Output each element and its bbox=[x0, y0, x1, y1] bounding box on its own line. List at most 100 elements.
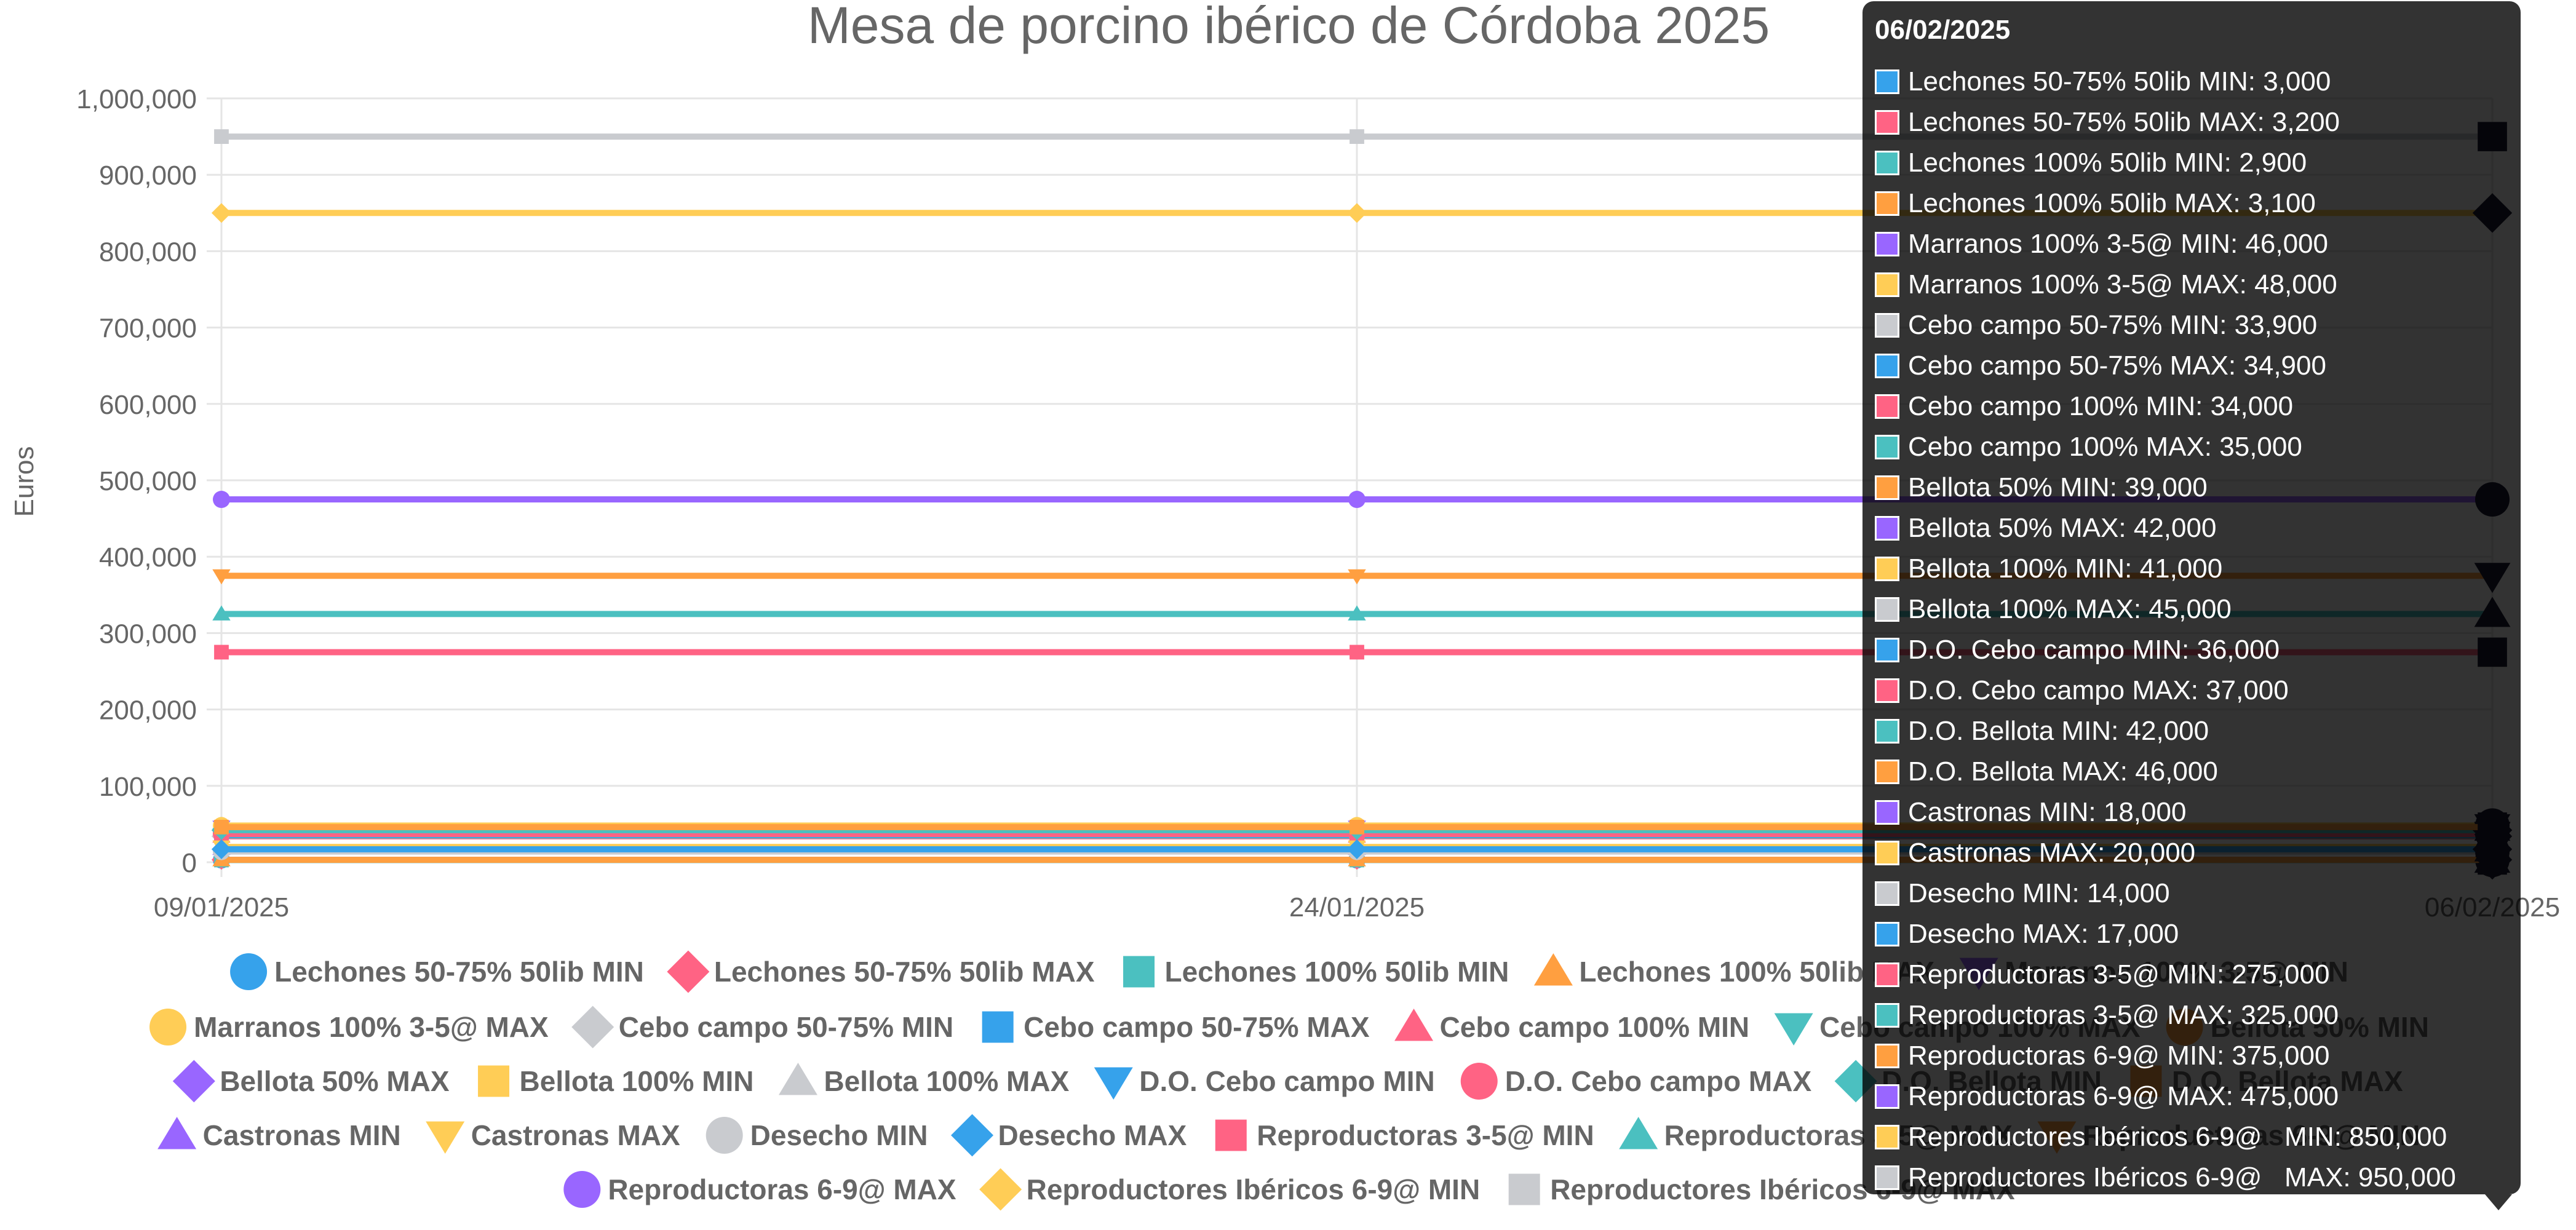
legend-marker bbox=[1460, 1063, 1498, 1100]
legend-marker bbox=[982, 1011, 1014, 1043]
tooltip-row: D.O. Cebo campo MAX: 37,000 bbox=[1875, 670, 2289, 711]
legend-item: Bellota 100% MAX bbox=[778, 1063, 1070, 1097]
tooltip-row-text: Cebo campo 50-75% MIN: 33,900 bbox=[1908, 310, 2318, 340]
legend-marker bbox=[1619, 1117, 1658, 1149]
legend-label: Desecho MAX bbox=[998, 1119, 1187, 1151]
tooltip-row-text: Castronas MIN: 18,000 bbox=[1908, 797, 2187, 827]
legend-marker bbox=[172, 1060, 215, 1103]
tooltip-row-text: Desecho MIN: 14,000 bbox=[1908, 878, 2170, 908]
legend-label: Cebo campo 50-75% MIN bbox=[619, 1011, 953, 1043]
legend-item: Desecho MAX bbox=[951, 1114, 1187, 1157]
data-point bbox=[1346, 839, 1367, 859]
tooltip-swatch bbox=[1875, 800, 1899, 825]
tooltip-swatch bbox=[1875, 557, 1899, 581]
tooltip-row-text: Marranos 100% 3-5@ MIN: 46,000 bbox=[1908, 229, 2328, 259]
legend-label: Desecho MIN bbox=[750, 1119, 928, 1151]
tooltip-row-text: D.O. Bellota MIN: 42,000 bbox=[1908, 716, 2209, 746]
tooltip-row: Reproductores Ibéricos 6-9@ MIN: 850,000 bbox=[1875, 1117, 2447, 1157]
legend-label: Cebo campo 50-75% MAX bbox=[1024, 1011, 1370, 1043]
tooltip-row-text: D.O. Cebo campo MIN: 36,000 bbox=[1908, 635, 2280, 665]
legend-label: Bellota 100% MAX bbox=[824, 1065, 1069, 1097]
tooltip-row-text: Castronas MAX: 20,000 bbox=[1908, 838, 2196, 868]
legend-marker bbox=[571, 1006, 614, 1049]
tooltip-title: 06/02/2025 bbox=[1875, 15, 2011, 45]
tooltip-row-text: D.O. Bellota MAX: 46,000 bbox=[1908, 756, 2218, 787]
legend-label: Reproductores Ibéricos 6-9@ MIN bbox=[1027, 1173, 1481, 1205]
y-tick-label: 100,000 bbox=[99, 772, 197, 802]
tooltip-swatch bbox=[1875, 1003, 1899, 1028]
tooltip-row-text: Lechones 50-75% 50lib MAX: 3,200 bbox=[1908, 107, 2340, 137]
data-point bbox=[214, 129, 229, 144]
tooltip-row: Reproductoras 6-9@ MIN: 375,000 bbox=[1875, 1036, 2329, 1076]
tooltip-row-text: Reproductores Ibéricos 6-9@ MAX: 950,000 bbox=[1908, 1162, 2456, 1192]
legend-marker bbox=[1508, 1173, 1540, 1205]
legend-marker bbox=[1215, 1119, 1247, 1151]
legend-item: Reproductoras 3-5@ MIN bbox=[1215, 1119, 1594, 1151]
legend-marker bbox=[563, 1171, 601, 1208]
data-point bbox=[1348, 605, 1366, 621]
legend-label: Lechones 100% 50lib MIN bbox=[1165, 956, 1509, 988]
tooltip-swatch bbox=[1875, 516, 1899, 541]
tooltip-swatch bbox=[1875, 597, 1899, 622]
data-point bbox=[1346, 203, 1367, 223]
tooltip-row-text: Lechones 100% 50lib MIN: 2,900 bbox=[1908, 148, 2307, 178]
legend-label: Bellota 100% MIN bbox=[520, 1065, 754, 1097]
y-tick-label: 900,000 bbox=[99, 161, 197, 191]
tooltip-row: Cebo campo 50-75% MIN: 33,900 bbox=[1875, 305, 2317, 346]
legend-item: Cebo campo 50-75% MAX bbox=[982, 1011, 1370, 1043]
tooltip-row: Desecho MAX: 17,000 bbox=[1875, 914, 2179, 954]
legend-item: Lechones 50-75% 50lib MAX bbox=[667, 950, 1095, 993]
legend-label: Lechones 50-75% 50lib MIN bbox=[274, 956, 644, 988]
tooltip-row-text: Reproductoras 3-5@ MAX: 325,000 bbox=[1908, 1000, 2339, 1030]
tooltip-row-text: Bellota 50% MIN: 39,000 bbox=[1908, 472, 2208, 502]
tooltip-row-text: Cebo campo 50-75% MAX: 34,900 bbox=[1908, 351, 2326, 381]
data-point bbox=[213, 491, 230, 509]
tooltip-row: D.O. Bellota MAX: 46,000 bbox=[1875, 752, 2218, 792]
tooltip-row: Cebo campo 100% MIN: 34,000 bbox=[1875, 386, 2293, 427]
legend-marker bbox=[157, 1117, 197, 1149]
tooltip-row-text: Reproductoras 6-9@ MIN: 375,000 bbox=[1908, 1041, 2330, 1071]
tooltip-row-text: Bellota 100% MIN: 41,000 bbox=[1908, 554, 2223, 584]
data-point bbox=[214, 645, 229, 660]
data-point bbox=[214, 819, 229, 835]
legend-label: D.O. Cebo campo MAX bbox=[1505, 1065, 1812, 1097]
tooltip-row-text: Bellota 100% MAX: 45,000 bbox=[1908, 594, 2232, 624]
legend-label: Cebo campo 100% MIN bbox=[1440, 1011, 1750, 1043]
tooltip-row-text: Marranos 100% 3-5@ MAX: 48,000 bbox=[1908, 269, 2337, 300]
legend-marker bbox=[667, 950, 710, 993]
tooltip-row: D.O. Bellota MIN: 42,000 bbox=[1875, 711, 2209, 752]
tooltip-row-text: Cebo campo 100% MAX: 35,000 bbox=[1908, 432, 2302, 462]
y-axis-label: Euros bbox=[9, 446, 39, 517]
y-tick-label: 400,000 bbox=[99, 542, 197, 573]
tooltip-row-text: Lechones 50-75% 50lib MIN: 3,000 bbox=[1908, 66, 2331, 97]
y-tick-label: 200,000 bbox=[99, 696, 197, 726]
tooltip-row: Desecho MIN: 14,000 bbox=[1875, 873, 2170, 914]
tooltip-row-text: Reproductoras 3-5@ MIN: 275,000 bbox=[1908, 959, 2330, 990]
legend-item: Bellota 100% MIN bbox=[478, 1065, 753, 1097]
tooltip-swatch bbox=[1875, 638, 1899, 662]
y-axis-ticks: 0 100,000 200,000 300,000 400,000 500,000 600,… bbox=[76, 84, 197, 878]
data-point bbox=[212, 605, 231, 621]
tooltip-swatch bbox=[1875, 678, 1899, 703]
tooltip-row: Reproductoras 3-5@ MAX: 325,000 bbox=[1875, 995, 2339, 1036]
tooltip-swatch bbox=[1875, 435, 1899, 459]
tooltip-row: Lechones 50-75% 50lib MAX: 3,200 bbox=[1875, 102, 2340, 143]
x-tick-label: 09/01/2025 bbox=[154, 892, 289, 922]
tooltip-swatch bbox=[1875, 719, 1899, 744]
legend-label: Reproductoras 3-5@ MIN bbox=[1257, 1119, 1594, 1151]
legend-marker bbox=[706, 1117, 743, 1154]
tooltip-row: Reproductoras 3-5@ MIN: 275,000 bbox=[1875, 954, 2329, 995]
legend-label: Reproductoras 6-9@ MAX bbox=[608, 1173, 956, 1205]
tooltip: 06/02/2025 Lechones 50-75% 50lib MIN: 3,… bbox=[1862, 1, 2521, 1194]
legend-item: Castronas MIN bbox=[157, 1117, 401, 1151]
tooltip-row: Lechones 100% 50lib MAX: 3,100 bbox=[1875, 183, 2316, 224]
tooltip-swatch bbox=[1875, 1044, 1899, 1068]
tooltip-row: Lechones 50-75% 50lib MIN: 3,000 bbox=[1875, 62, 2331, 102]
legend-label: D.O. Cebo campo MIN bbox=[1139, 1065, 1434, 1097]
data-point bbox=[1350, 129, 1364, 144]
tooltip-row: Cebo campo 50-75% MAX: 34,900 bbox=[1875, 346, 2326, 386]
tooltip-swatch bbox=[1875, 841, 1899, 865]
tooltip-swatch bbox=[1875, 962, 1899, 987]
tooltip-row: Lechones 100% 50lib MIN: 2,900 bbox=[1875, 143, 2307, 183]
legend-item: D.O. Cebo campo MAX bbox=[1460, 1063, 1812, 1100]
